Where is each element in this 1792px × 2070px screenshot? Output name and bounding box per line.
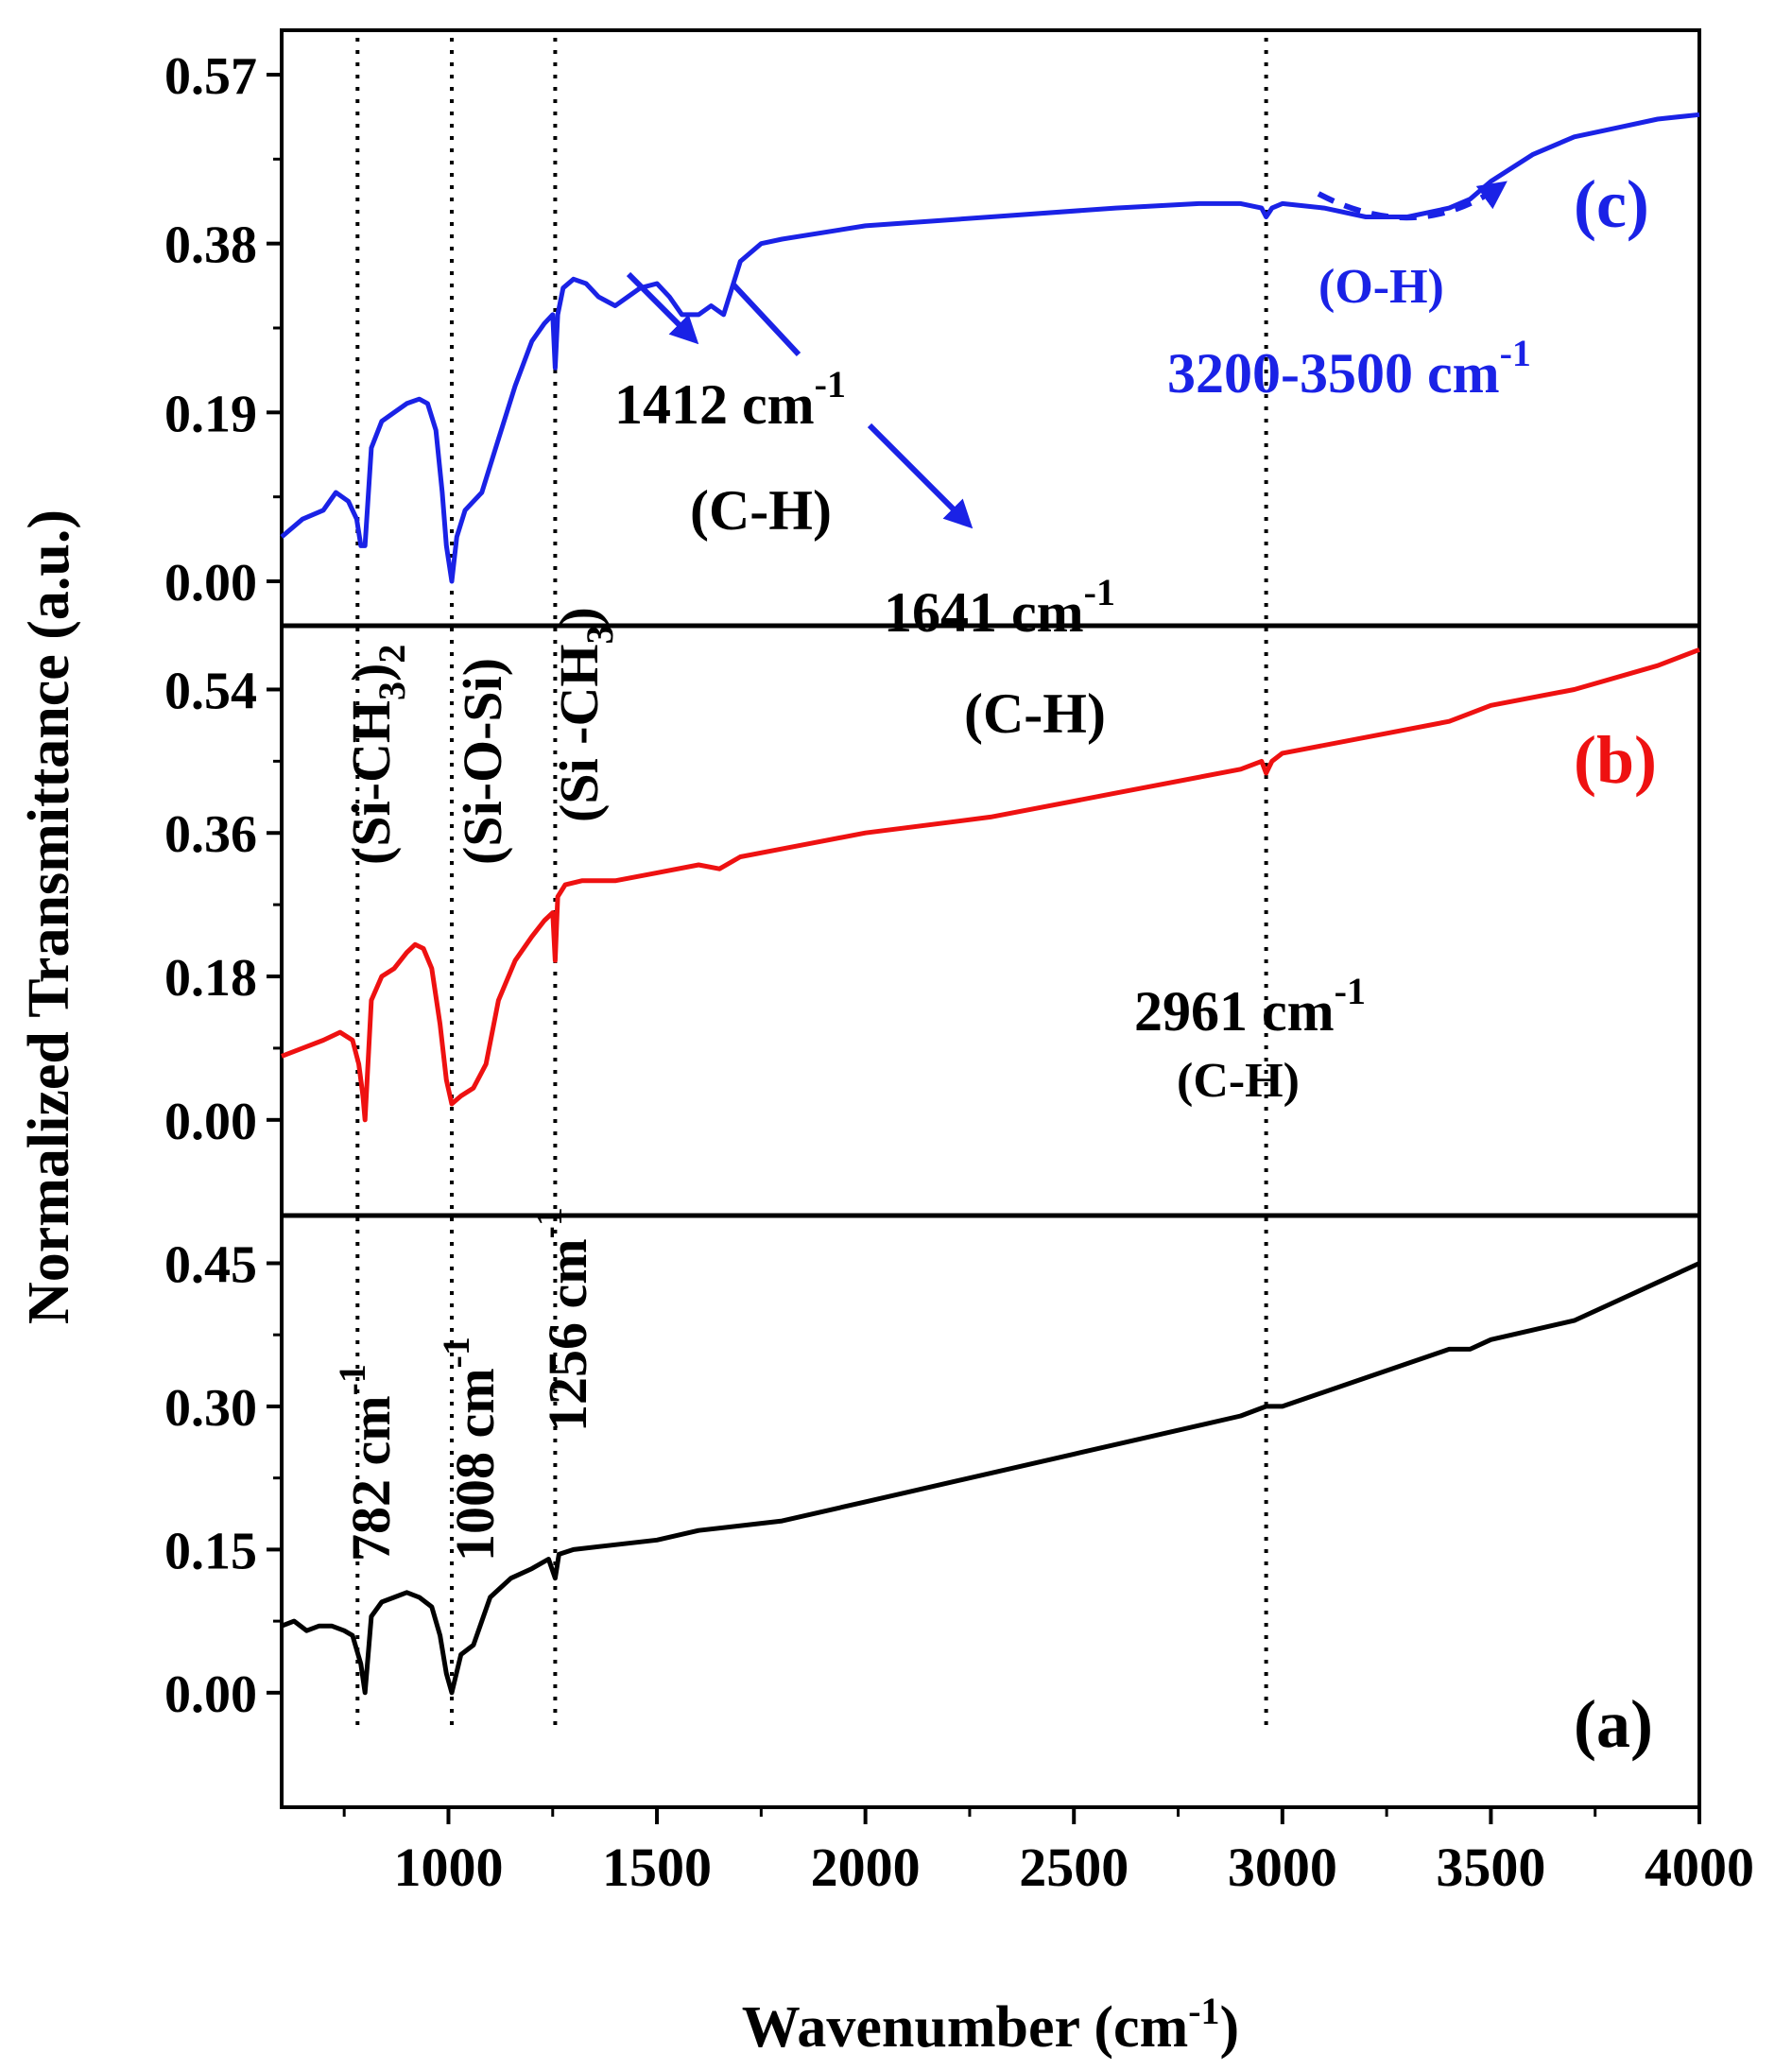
annotation-1008: 1008 cm-1 (435, 1337, 506, 1561)
y-tick-label-c-1: 0.19 (164, 385, 257, 443)
annotation-1641-text: 1641 cm (884, 581, 1084, 644)
annotation-2961-sup: -1 (1335, 970, 1366, 1012)
annotation-782-sup: -1 (331, 1364, 373, 1395)
x-tick-label-1: 1500 (602, 1837, 712, 1898)
spectrum-a (281, 1261, 1701, 1696)
y-tick-label-b-2: 0.36 (164, 805, 257, 864)
spectra (280, 112, 1701, 1696)
x-axis-label-sup: -1 (1188, 1990, 1219, 2032)
annotation-si-ch3-close: ) (548, 607, 610, 625)
annotation-oh: (O-H) (1318, 260, 1444, 314)
annotation-1256-sup: -1 (527, 1207, 570, 1238)
y-tick-label-a-3: 0.45 (164, 1235, 257, 1294)
annotation-si-ch3-a: (Si -CH (548, 645, 610, 823)
y-tick-label-a-1: 0.15 (164, 1522, 257, 1580)
annotation-1412-text: 1412 cm (614, 373, 815, 436)
y-axis-label: Normalized Transmittance (a.u.) (17, 509, 81, 1324)
annotation-si-ch3-sub: 3 (578, 626, 621, 645)
annotation-si-ch3-2-a: (Si-CH (340, 700, 402, 865)
x-axis-label: Wavenumber (cm-1) (742, 1990, 1239, 2060)
annotation-1412: 1412 cm-1 (614, 363, 846, 436)
arrow-1641-a (730, 281, 801, 357)
annotation-1256: 1256 cm-1 (527, 1207, 598, 1432)
y-tick-label-c-2: 0.38 (164, 216, 257, 275)
annotation-2961-text: 2961 cm (1134, 980, 1335, 1043)
annotation-si-ch3-2-sub: 3 (370, 681, 413, 700)
plot-frame (280, 28, 1701, 1809)
annotation-1641-sup: -1 (1084, 571, 1115, 613)
annotation-si-ch3-2: (Si-CH3)2 (340, 645, 413, 865)
x-axis-label-main: Wavenumber (cm (742, 1995, 1188, 2060)
annotation-2961: 2961 cm-1 (1134, 970, 1366, 1043)
x-tick-label-4: 3000 (1228, 1837, 1337, 1898)
annotation-3200: 3200-3500 cm-1 (1167, 332, 1531, 405)
annotation-si-ch3-2-close: ) (340, 664, 402, 681)
x-tick-label-6: 4000 (1645, 1837, 1754, 1898)
annotation-1256-text: 1256 cm (537, 1238, 598, 1432)
annotation-1641-ch: (C-H) (964, 682, 1106, 745)
annotation-1641: 1641 cm-1 (884, 571, 1115, 644)
annotation-2961-ch: (C-H) (1177, 1054, 1300, 1108)
annotation-1008-sup: -1 (435, 1337, 477, 1368)
annotation-si-ch3: (Si -CH3) (548, 607, 621, 822)
y-tick-label-c-0: 0.00 (164, 554, 257, 612)
x-tick-label-0: 1000 (393, 1837, 503, 1898)
annotation-1412-ch: (C-H) (690, 479, 832, 542)
y-tick-label-b-1: 0.18 (164, 949, 257, 1008)
x-tick-label-3: 2500 (1019, 1837, 1129, 1898)
annotation-782: 782 cm-1 (331, 1364, 402, 1561)
x-axis-label-tail: ) (1220, 1995, 1240, 2060)
x-tick-label-5: 3500 (1436, 1837, 1545, 1898)
y-axis-ticks: 0.00 0.19 0.38 0.57 0.00 0.18 0.36 0.54 0.00 0.15… (164, 47, 282, 1724)
panel-label-c: (c) (1574, 166, 1649, 242)
arrow-1641-b (867, 423, 974, 529)
annotation-1008-text: 1008 cm (444, 1368, 506, 1561)
x-axis-ticks: 1000 1500 2000 2500 3000 3500 4000 (342, 1807, 1754, 1898)
y-tick-label-c-3: 0.57 (164, 47, 257, 106)
spectrum-b (281, 647, 1700, 1123)
panel-label-b: (b) (1574, 722, 1657, 798)
panel-label-a: (a) (1574, 1686, 1653, 1762)
annotation-782-text: 782 cm (340, 1395, 402, 1561)
annotation-1412-sup: -1 (815, 363, 846, 405)
y-tick-label-b-0: 0.00 (164, 1093, 257, 1151)
y-tick-label-a-0: 0.00 (164, 1665, 257, 1724)
x-tick-label-2: 2000 (811, 1837, 921, 1898)
annotation-si-o-si: (Si-O-Si) (452, 658, 513, 865)
annotation-3200-sup: -1 (1500, 332, 1531, 374)
y-tick-label-a-2: 0.30 (164, 1379, 257, 1438)
annotation-3200-text: 3200-3500 cm (1167, 342, 1500, 405)
annotation-si-ch3-2-sub2: 2 (370, 645, 413, 664)
spectrum-c (280, 112, 1700, 584)
arrow-oh (1317, 181, 1508, 221)
y-tick-label-b-3: 0.54 (164, 662, 257, 720)
arrow-1412 (626, 271, 699, 345)
